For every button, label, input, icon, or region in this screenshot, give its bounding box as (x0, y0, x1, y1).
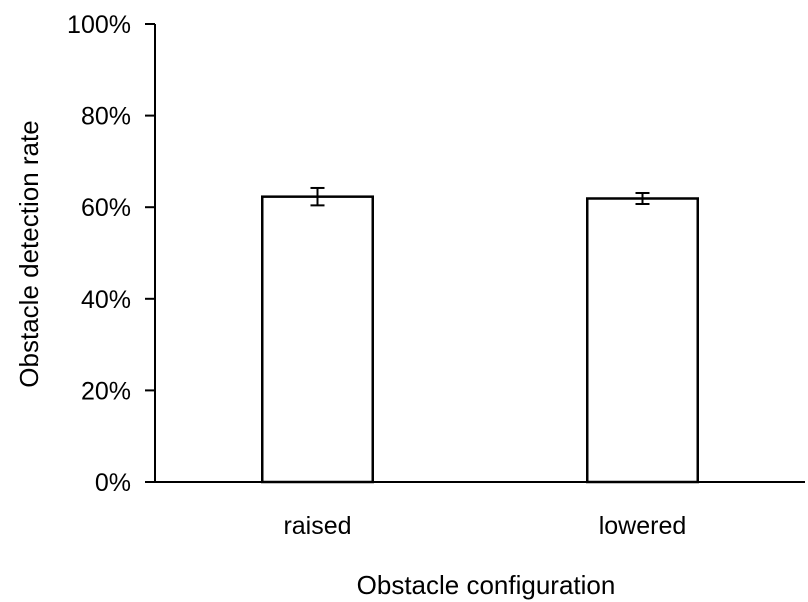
x-tick-label-raised: raised (283, 512, 351, 540)
y-tick-label: 20% (81, 377, 131, 405)
y-axis-ticks: 0% 20% 40% 60% 80% 100% (67, 11, 155, 497)
bar-lowered (586, 197, 699, 484)
y-tick-label: 0% (95, 469, 131, 497)
y-tick-label: 100% (67, 11, 131, 39)
y-tick-label: 60% (81, 194, 131, 222)
y-axis-title: Obstacle detection rate (14, 120, 44, 387)
y-tick-label: 40% (81, 286, 131, 314)
y-tick-label: 80% (81, 103, 131, 131)
bars-group (261, 195, 699, 484)
x-axis-title: Obstacle configuration (357, 570, 616, 600)
x-tick-label-lowered: lowered (599, 512, 687, 540)
bar-raised (261, 195, 374, 484)
error-bars-group (310, 186, 650, 207)
x-axis-tick-labels: raised lowered (283, 512, 686, 540)
